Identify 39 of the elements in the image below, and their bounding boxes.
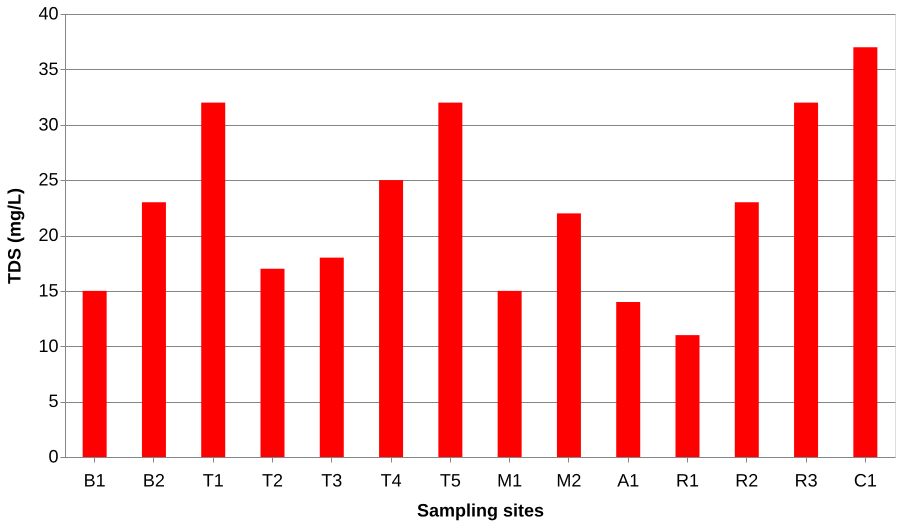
y-axis-title: TDS (mg/L): [4, 188, 24, 284]
x-tick-label: A1: [617, 470, 640, 490]
x-tick-label: M2: [556, 470, 582, 490]
bar: [438, 102, 462, 457]
bar: [676, 335, 700, 457]
x-tick-label: T1: [202, 470, 224, 490]
y-tick-label: 25: [38, 170, 58, 190]
x-tick-label: M1: [497, 470, 522, 490]
y-tick-label: 40: [38, 4, 58, 24]
x-tick-label: R2: [735, 470, 758, 490]
x-tick-label: T3: [321, 470, 342, 490]
x-tick-label: B2: [142, 470, 165, 490]
x-tick-label: C1: [854, 470, 877, 490]
bar: [853, 47, 878, 457]
y-tick-label: 20: [38, 225, 58, 245]
bar: [734, 202, 759, 457]
bar: [794, 102, 818, 457]
bar: [260, 268, 284, 457]
x-axis-title: Sampling sites: [416, 500, 544, 520]
y-tick-label: 5: [48, 391, 58, 412]
x-tick-label: R3: [794, 470, 818, 490]
x-tick-label: B1: [84, 470, 106, 490]
bar: [82, 290, 107, 457]
y-tick-label: 10: [38, 336, 58, 356]
y-tick-label: 15: [38, 280, 58, 300]
x-tick-label: T2: [262, 470, 284, 490]
x-tick-label: T5: [440, 470, 461, 490]
bar: [616, 302, 640, 457]
bar: [556, 213, 581, 457]
bar: [142, 202, 166, 457]
y-tick-label: 0: [48, 446, 58, 466]
bar: [320, 258, 344, 457]
bar: [379, 180, 404, 457]
bar: [498, 290, 522, 457]
x-tick-label: R1: [676, 470, 700, 490]
y-tick-label: 35: [38, 58, 58, 79]
bar: [201, 102, 226, 457]
y-tick-label: 30: [38, 114, 58, 134]
x-tick-label: T4: [380, 470, 402, 490]
